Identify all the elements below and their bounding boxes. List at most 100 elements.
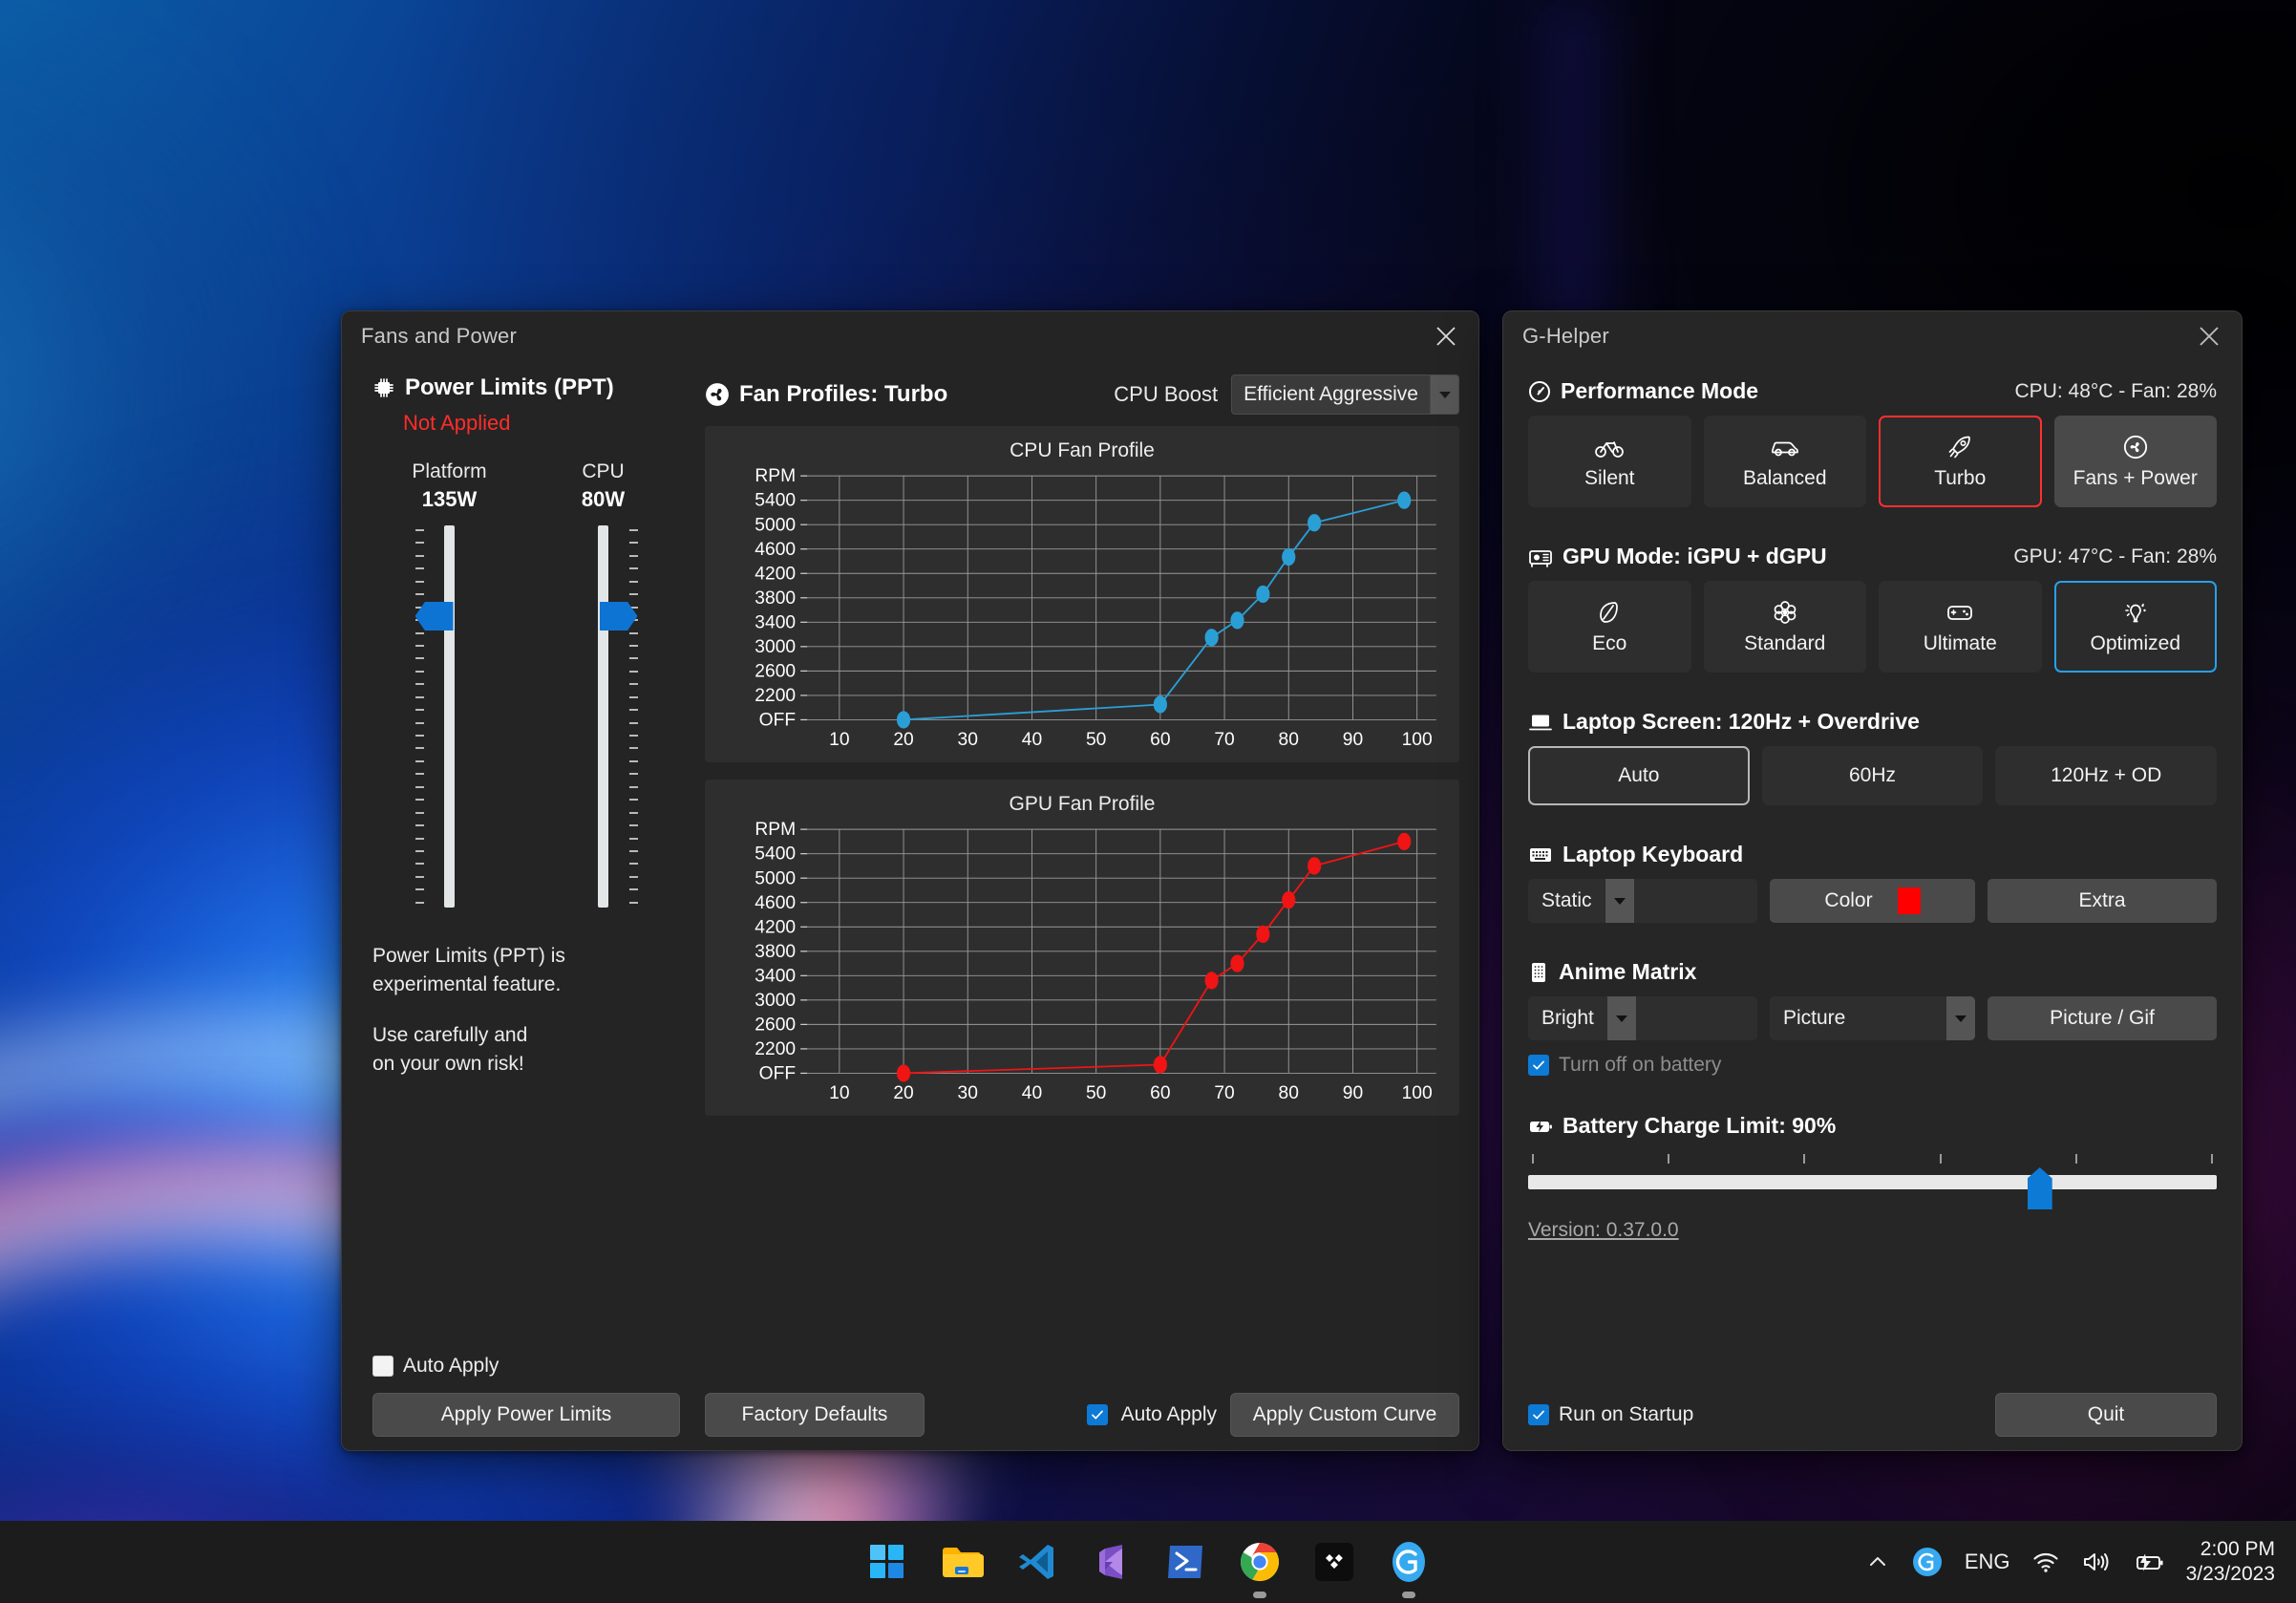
battery-limit-slider[interactable]	[1528, 1154, 2217, 1209]
run-on-startup-checkbox[interactable]	[1528, 1404, 1549, 1425]
run-on-startup-row[interactable]: Run on Startup	[1528, 1403, 1693, 1426]
keyboard-color-button[interactable]: Color	[1770, 879, 1975, 923]
svg-text:60: 60	[1150, 1083, 1170, 1103]
tidal-icon[interactable]	[1309, 1537, 1359, 1587]
keyboard-mode-dropdown[interactable]: Static	[1528, 879, 1757, 923]
volume-icon[interactable]	[2081, 1550, 2112, 1574]
anime-content-dropdown[interactable]: Picture	[1770, 996, 1975, 1040]
powershell-icon[interactable]	[1160, 1537, 1210, 1587]
gpu-fan-chart[interactable]: GPU Fan Profile RPM 5400 5000 4600 4200 3800 3…	[705, 779, 1459, 1116]
cpu-power-slider[interactable]	[526, 525, 680, 908]
anime-picture-gif-button[interactable]: Picture / Gif	[1988, 996, 2217, 1040]
close-icon[interactable]	[1414, 311, 1478, 361]
laptop-keyboard-header: Laptop Keyboard	[1528, 842, 2217, 867]
gpu-tile-eco-label: Eco	[1592, 632, 1627, 654]
cpu-boost-label: CPU Boost	[1114, 382, 1219, 406]
platform-value: 135W	[421, 487, 478, 511]
fan-profiles-heading: Fan Profiles: Turbo	[739, 381, 948, 407]
battery-slider-track	[1528, 1175, 2217, 1189]
chevron-down-icon[interactable]	[1605, 879, 1634, 923]
apply-custom-curve-button[interactable]: Apply Custom Curve	[1230, 1393, 1459, 1437]
anime-brightness-dropdown[interactable]: Bright	[1528, 996, 1757, 1040]
fan-auto-apply-checkbox[interactable]	[1086, 1404, 1108, 1425]
tray-language[interactable]: ENG	[1964, 1550, 2010, 1573]
performance-tile-balanced[interactable]: Balanced	[1703, 416, 1866, 507]
cpu-label-group: CPU 80W	[526, 460, 680, 512]
clock-date: 3/23/2023	[2185, 1563, 2275, 1585]
svg-text:3800: 3800	[755, 588, 796, 609]
gpu-tile-ultimate[interactable]: Ultimate	[1879, 581, 2042, 673]
svg-text:100: 100	[1402, 1083, 1433, 1103]
gpu-tile-standard-label: Standard	[1744, 632, 1826, 654]
anime-battery-row[interactable]: Turn off on battery	[1528, 1054, 2217, 1077]
ppt-auto-apply-row[interactable]: Auto Apply	[372, 1355, 680, 1378]
taskbar-clock[interactable]: 2:00 PM 3/23/2023	[2186, 1537, 2275, 1588]
svg-text:3000: 3000	[755, 637, 796, 657]
taskbar-apps	[862, 1537, 1434, 1598]
svg-text:3000: 3000	[755, 991, 796, 1011]
quit-button[interactable]: Quit	[1995, 1393, 2217, 1437]
screen-option-60hz[interactable]: 60Hz	[1761, 746, 1984, 805]
cpu-chart-plot: RPM 5400 5000 4600 4200 3800 3400 3000 2600 2200 O…	[755, 466, 1436, 750]
battery-charging-icon[interactable]	[2133, 1550, 2165, 1573]
tray-ghelper-icon[interactable]	[1911, 1546, 1944, 1578]
anime-content-value: Picture	[1783, 1007, 1846, 1029]
svg-text:5000: 5000	[755, 868, 796, 888]
vscode-icon[interactable]	[1011, 1537, 1061, 1587]
svg-text:30: 30	[958, 1083, 978, 1103]
bulb-icon	[2122, 598, 2149, 627]
laptop-screen-header: Laptop Screen: 120Hz + Overdrive	[1528, 709, 2217, 735]
power-slider-labels: Platform 135W CPU 80W	[372, 460, 680, 512]
wifi-icon[interactable]	[2031, 1550, 2060, 1574]
cpu-boost-dropdown[interactable]: Efficient Aggressive	[1231, 374, 1459, 415]
file-explorer-icon[interactable]	[937, 1537, 987, 1587]
platform-power-slider[interactable]	[372, 525, 526, 908]
factory-defaults-button[interactable]: Factory Defaults	[705, 1393, 925, 1437]
fan-profiles-heading-row: Fan Profiles: Turbo	[705, 381, 947, 408]
gpu-mode-header: GPU Mode: iGPU + dGPU GPU: 47°C - Fan: 2…	[1528, 544, 2217, 569]
chevron-down-icon[interactable]	[1430, 375, 1458, 414]
svg-text:40: 40	[1022, 730, 1042, 750]
ppt-auto-apply-checkbox[interactable]	[372, 1356, 393, 1377]
gpu-mode-heading: GPU Mode: iGPU + dGPU	[1563, 544, 1827, 568]
keyboard-extra-button[interactable]: Extra	[1988, 879, 2217, 923]
power-limits-heading-row: Power Limits (PPT)	[372, 374, 680, 401]
anime-battery-checkbox[interactable]	[1528, 1055, 1549, 1076]
keyboard-controls-row: Static Color Extra	[1528, 879, 2217, 923]
svg-text:70: 70	[1214, 730, 1234, 750]
start-button[interactable]	[862, 1537, 912, 1587]
show-hidden-icons-chevron[interactable]	[1865, 1550, 1890, 1574]
performance-tile-silent[interactable]: Silent	[1528, 416, 1691, 507]
keyboard-color-swatch[interactable]	[1897, 887, 1921, 914]
performance-tile-fans-power[interactable]: Fans + Power	[2053, 416, 2217, 507]
chevron-down-icon[interactable]	[1606, 996, 1636, 1040]
performance-tile-turbo[interactable]: Turbo	[1879, 416, 2042, 507]
cpu-fan-chart[interactable]: CPU Fan Profile RPM 5400 5000 4600 4200 3800 3…	[705, 426, 1459, 762]
gpu-tile-eco[interactable]: Eco	[1528, 581, 1691, 673]
cpu-boost-value: Efficient Aggressive	[1244, 383, 1418, 405]
gpu-tile-standard[interactable]: Standard	[1703, 581, 1866, 673]
screen-option-120hz-od[interactable]: 120Hz + OD	[1995, 746, 2218, 805]
anime-controls-row: Bright Picture Picture / Gif	[1528, 996, 2217, 1040]
svg-text:60: 60	[1150, 730, 1170, 750]
close-icon[interactable]	[2177, 311, 2242, 361]
power-limits-panel: Power Limits (PPT) Not Applied Platform …	[355, 361, 690, 1437]
screen-option-auto[interactable]: Auto	[1528, 746, 1750, 805]
visual-studio-icon[interactable]	[1086, 1537, 1136, 1587]
chevron-down-icon[interactable]	[1946, 996, 1975, 1040]
chrome-icon[interactable]	[1235, 1537, 1285, 1598]
svg-text:10: 10	[829, 730, 849, 750]
apply-power-limits-button[interactable]: Apply Power Limits	[372, 1393, 680, 1437]
anime-matrix-header: Anime Matrix	[1528, 959, 2217, 985]
version-link[interactable]: Version: 0.37.0.0	[1528, 1219, 1679, 1241]
keyboard-color-label: Color	[1824, 889, 1873, 911]
gpu-tile-optimized[interactable]: Optimized	[2053, 581, 2217, 673]
g-helper-icon[interactable]	[1384, 1537, 1434, 1598]
battery-slider-thumb[interactable]	[2027, 1167, 2052, 1209]
gamepad-icon	[1945, 598, 1974, 627]
taskbar: ENG	[0, 1521, 2296, 1603]
run-on-startup-label: Run on Startup	[1559, 1403, 1694, 1425]
platform-label: Platform	[412, 460, 487, 482]
performance-tile-turbo-label: Turbo	[1934, 467, 1987, 489]
svg-text:2200: 2200	[755, 686, 796, 706]
